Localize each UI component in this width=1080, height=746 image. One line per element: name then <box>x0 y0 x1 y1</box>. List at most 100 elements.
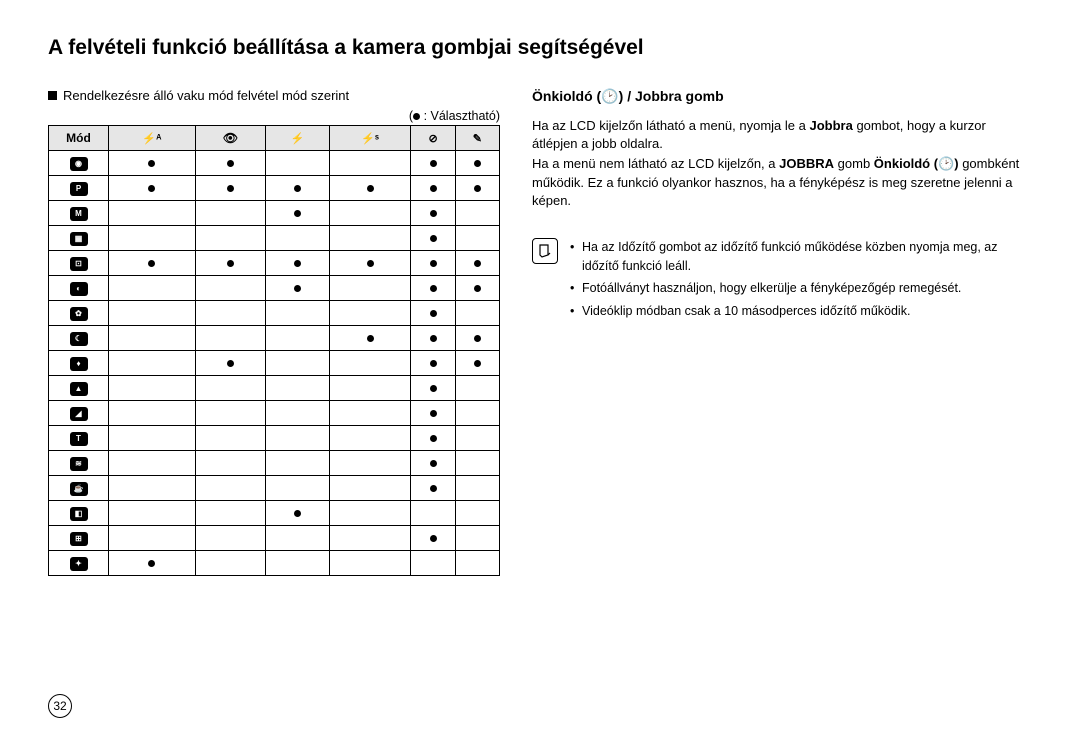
table-cell <box>411 476 455 501</box>
selftimer-heading: Önkioldó (🕑) / Jobbra gomb <box>532 88 1032 105</box>
table-cell <box>266 401 330 426</box>
table-cell <box>195 201 265 226</box>
row-mode-icon: ≋ <box>49 451 109 476</box>
content-columns: Rendelkezésre álló vaku mód felvétel mód… <box>48 88 1032 576</box>
row-mode-icon: ☾ <box>49 326 109 351</box>
note-item: Fotóállványt használjon, hogy elkerülje … <box>570 279 1032 298</box>
table-cell <box>329 376 411 401</box>
table-row: T <box>49 426 500 451</box>
row-mode-icon: ⊞ <box>49 526 109 551</box>
header-flash-fill: ⚡ <box>266 126 330 151</box>
table-cell <box>266 326 330 351</box>
flash-mode-table: Mód ⚡ᴬ 👁 ⚡ ⚡ˢ ⊘ ✎ ◉PM▦⊡◐✿☾♦▲◢T≋☕◧⊞✦ <box>48 125 500 576</box>
table-cell <box>411 451 455 476</box>
table-cell <box>195 251 265 276</box>
row-mode-icon: ▦ <box>49 226 109 251</box>
table-cell <box>195 276 265 301</box>
table-cell <box>329 451 411 476</box>
row-mode-icon: T <box>49 426 109 451</box>
table-row: M <box>49 201 500 226</box>
table-cell <box>109 426 196 451</box>
row-mode-icon: ♦ <box>49 351 109 376</box>
table-cell <box>411 176 455 201</box>
table-cell <box>455 401 499 426</box>
table-cell <box>266 526 330 551</box>
table-cell <box>266 376 330 401</box>
table-cell <box>266 426 330 451</box>
table-cell <box>329 226 411 251</box>
row-mode-icon: P <box>49 176 109 201</box>
table-cell <box>109 201 196 226</box>
row-mode-icon: ◢ <box>49 401 109 426</box>
table-row: ◐ <box>49 276 500 301</box>
selectable-legend: ( : Választható) <box>48 109 500 123</box>
table-cell <box>455 326 499 351</box>
row-mode-icon: M <box>49 201 109 226</box>
table-cell <box>329 426 411 451</box>
table-cell <box>109 276 196 301</box>
table-cell <box>195 526 265 551</box>
page-title: A felvételi funkció beállítása a kamera … <box>48 36 1032 60</box>
table-cell <box>455 526 499 551</box>
page-number: 32 <box>48 694 72 718</box>
subtitle-text: Rendelkezésre álló vaku mód felvétel mód… <box>63 88 349 103</box>
table-row: ◧ <box>49 501 500 526</box>
table-cell <box>195 226 265 251</box>
table-cell <box>195 176 265 201</box>
table-cell <box>329 351 411 376</box>
table-cell <box>195 376 265 401</box>
header-flash-off: ⊘ <box>411 126 455 151</box>
left-column: Rendelkezésre álló vaku mód felvétel mód… <box>48 88 500 576</box>
table-cell <box>329 526 411 551</box>
note-icon <box>532 238 558 264</box>
table-cell <box>329 401 411 426</box>
row-mode-icon: ✦ <box>49 551 109 576</box>
table-row: ▦ <box>49 226 500 251</box>
table-cell <box>455 451 499 476</box>
table-cell <box>411 526 455 551</box>
table-cell <box>109 226 196 251</box>
table-cell <box>411 301 455 326</box>
table-cell <box>266 451 330 476</box>
table-cell <box>266 351 330 376</box>
note-item: Videóklip módban csak a 10 másodperces i… <box>570 302 1032 321</box>
right-column: Önkioldó (🕑) / Jobbra gomb Ha az LCD kij… <box>532 88 1032 576</box>
header-redeye: 👁 <box>195 126 265 151</box>
table-cell <box>411 201 455 226</box>
table-cell <box>329 476 411 501</box>
paragraph-1: Ha az LCD kijelzőn látható a menü, nyomj… <box>532 117 1032 153</box>
table-cell <box>195 501 265 526</box>
table-cell <box>455 176 499 201</box>
table-cell <box>411 376 455 401</box>
table-cell <box>455 351 499 376</box>
table-row: ◢ <box>49 401 500 426</box>
table-cell <box>329 501 411 526</box>
table-cell <box>109 251 196 276</box>
table-cell <box>195 151 265 176</box>
table-cell <box>266 251 330 276</box>
table-cell <box>455 301 499 326</box>
table-cell <box>329 326 411 351</box>
table-cell <box>109 176 196 201</box>
table-cell <box>329 551 411 576</box>
table-cell <box>455 476 499 501</box>
table-cell <box>109 451 196 476</box>
table-cell <box>195 326 265 351</box>
table-cell <box>455 201 499 226</box>
note-item: Ha az Időzítő gombot az időzítő funkció … <box>570 238 1032 276</box>
table-header-row: Mód ⚡ᴬ 👁 ⚡ ⚡ˢ ⊘ ✎ <box>49 126 500 151</box>
table-cell <box>109 401 196 426</box>
header-flash-auto: ⚡ᴬ <box>109 126 196 151</box>
table-cell <box>109 301 196 326</box>
table-cell <box>329 176 411 201</box>
table-cell <box>455 276 499 301</box>
table-cell <box>411 501 455 526</box>
table-row: ☕ <box>49 476 500 501</box>
table-cell <box>195 476 265 501</box>
table-row: ≋ <box>49 451 500 476</box>
table-row: ▲ <box>49 376 500 401</box>
table-cell <box>109 551 196 576</box>
table-cell <box>195 351 265 376</box>
table-cell <box>109 526 196 551</box>
table-cell <box>455 426 499 451</box>
